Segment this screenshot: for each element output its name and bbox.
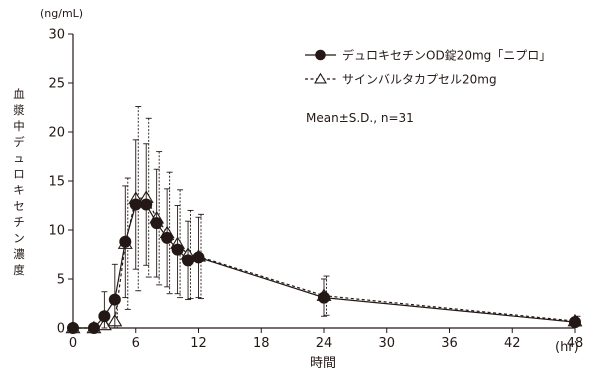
y-axis-title-char: 濃 bbox=[13, 247, 25, 261]
y-tick-label: 5 bbox=[57, 273, 65, 288]
legend-label: デュロキセチンOD錠20mg「ニプロ」 bbox=[342, 48, 551, 63]
y-tick-label: 0 bbox=[57, 322, 65, 337]
y-axis-title-char: 漿 bbox=[13, 103, 25, 117]
x-unit-label: (hr) bbox=[555, 340, 579, 355]
y-axis-title-char: ン bbox=[13, 231, 25, 245]
y-tick-label: 25 bbox=[48, 77, 65, 92]
x-tick-label: 30 bbox=[378, 336, 395, 351]
data-point bbox=[119, 235, 132, 248]
y-tick-label: 30 bbox=[48, 28, 65, 43]
y-axis-title-char: デ bbox=[13, 135, 25, 149]
y-axis-title-char: キ bbox=[13, 183, 25, 197]
y-tick-label: 20 bbox=[48, 126, 65, 141]
y-axis-title-char: ロ bbox=[13, 167, 25, 181]
data-point bbox=[67, 322, 79, 334]
legend-marker bbox=[314, 72, 327, 84]
x-tick-label: 18 bbox=[253, 336, 270, 351]
data-point bbox=[318, 291, 330, 304]
y-axis-title-char: 中 bbox=[13, 119, 25, 133]
x-tick-label: 42 bbox=[504, 336, 521, 351]
data-point bbox=[171, 243, 184, 256]
data-point bbox=[98, 310, 111, 323]
x-tick-label: 6 bbox=[132, 336, 140, 351]
x-axis-title: 時間 bbox=[310, 356, 336, 371]
x-tick-label: 36 bbox=[441, 336, 458, 351]
y-axis-title-char: チ bbox=[13, 215, 25, 229]
data-point bbox=[161, 231, 174, 244]
y-tick-label: 15 bbox=[48, 175, 65, 190]
data-point bbox=[129, 198, 142, 211]
annotation-text: Mean±S.D., n=31 bbox=[306, 111, 414, 125]
y-unit-label: (ng/mL) bbox=[40, 7, 83, 20]
y-tick-label: 10 bbox=[48, 224, 65, 239]
series-1 bbox=[67, 139, 581, 334]
x-tick-label: 24 bbox=[316, 336, 333, 351]
data-point bbox=[182, 254, 195, 267]
legend-marker bbox=[315, 49, 326, 61]
legend-label: サインバルタカプセル20mg bbox=[342, 73, 497, 87]
data-point bbox=[140, 198, 153, 211]
y-axis-title-char: 血 bbox=[13, 87, 25, 101]
y-axis-title-char: 度 bbox=[13, 263, 25, 277]
legend-item-2: サインバルタカプセル20mg bbox=[305, 73, 497, 87]
axes: 0 5 10 15 20 25 30 0 6 12 18 24 30 36 42 48 bbox=[48, 28, 583, 352]
x-tick-label: 12 bbox=[190, 336, 207, 351]
y-axis-title-char: ュ bbox=[13, 151, 25, 165]
series-layer bbox=[65, 106, 583, 334]
data-point bbox=[569, 316, 581, 329]
data-point bbox=[192, 251, 205, 264]
legend: デュロキセチンOD錠20mg「ニプロ」サインバルタカプセル20mg bbox=[305, 48, 551, 87]
legend-item-1: デュロキセチンOD錠20mg「ニプロ」 bbox=[305, 48, 551, 63]
y-axis-title-char: セ bbox=[13, 199, 25, 213]
data-point bbox=[108, 293, 121, 306]
data-point bbox=[87, 322, 100, 334]
x-tick-label: 0 bbox=[69, 336, 77, 351]
x-tick-label: 48 bbox=[567, 336, 584, 351]
data-point bbox=[150, 217, 163, 230]
